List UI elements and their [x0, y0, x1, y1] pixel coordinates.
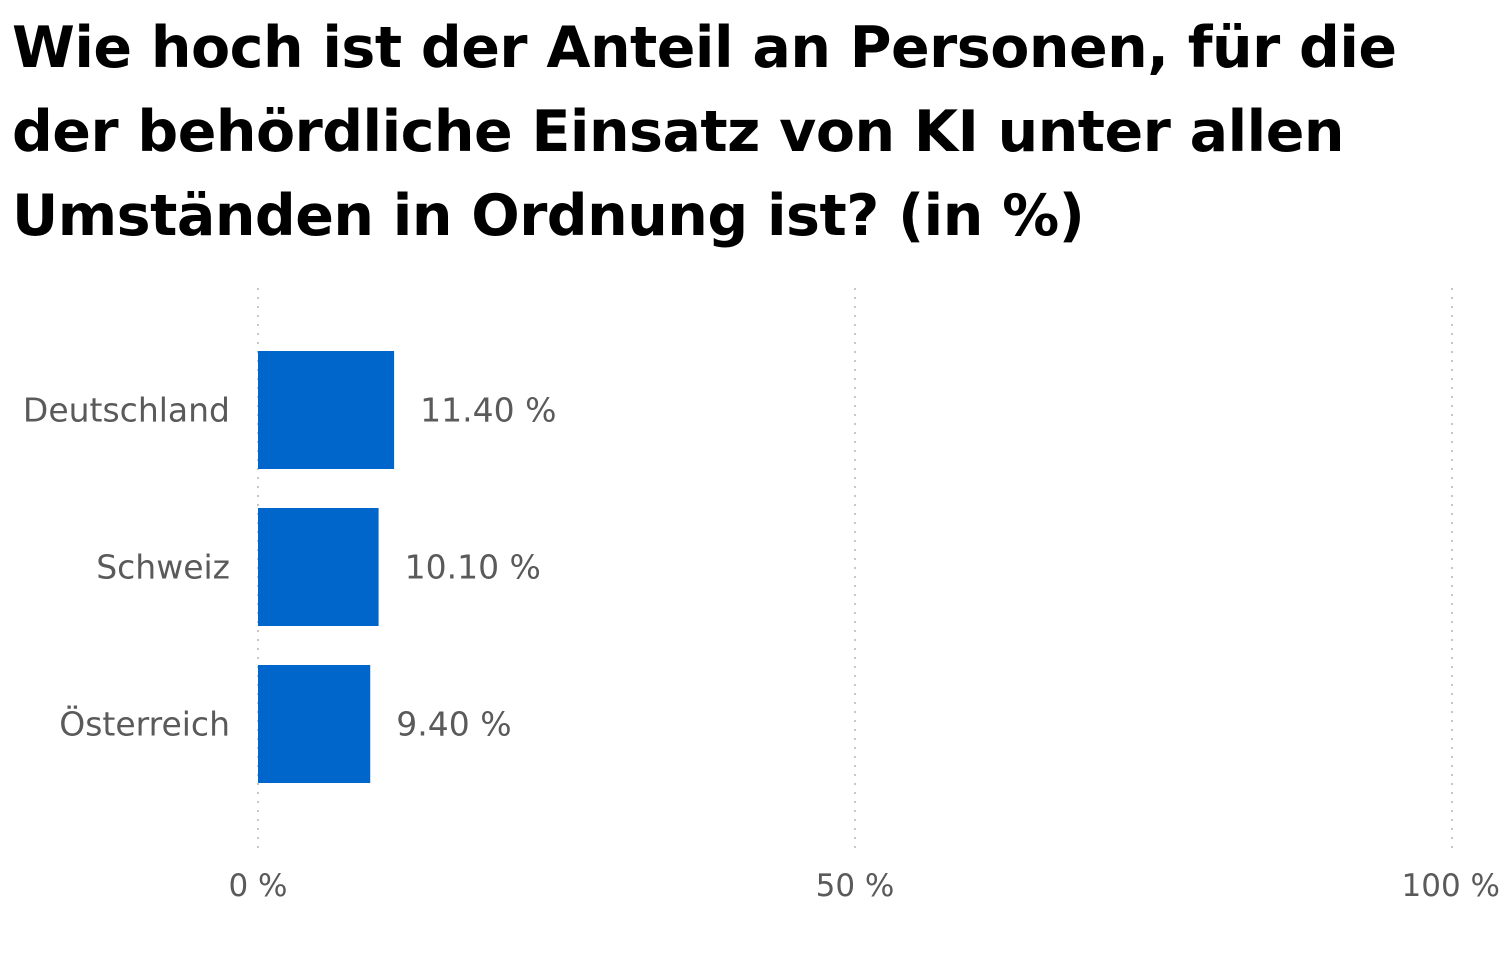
value-label-deutschland: 11.40 %: [420, 391, 556, 430]
bar-osterreich: [258, 665, 371, 783]
labels: Deutschland 11.40 % Schweiz 10.10 % Österrei…: [23, 391, 557, 744]
bars: [258, 351, 395, 783]
category-label-deutschland: Deutschland: [23, 391, 230, 430]
category-label-schweiz: Schweiz: [96, 548, 230, 587]
x-axis: 0 % 50 % 100 %: [228, 868, 1500, 904]
chart-title: Wie hoch ist der Anteil an Personen, für…: [12, 15, 1397, 249]
x-tick-label-100: 100 %: [1402, 868, 1500, 904]
value-label-osterreich: 9.40 %: [396, 705, 511, 744]
value-label-schweiz: 10.10 %: [405, 548, 541, 587]
bar-deutschland: [258, 351, 395, 469]
bar-schweiz: [258, 508, 379, 626]
x-tick-label-50: 50 %: [816, 868, 895, 904]
category-label-osterreich: Österreich: [59, 704, 230, 744]
x-tick-label-0: 0 %: [228, 868, 287, 904]
